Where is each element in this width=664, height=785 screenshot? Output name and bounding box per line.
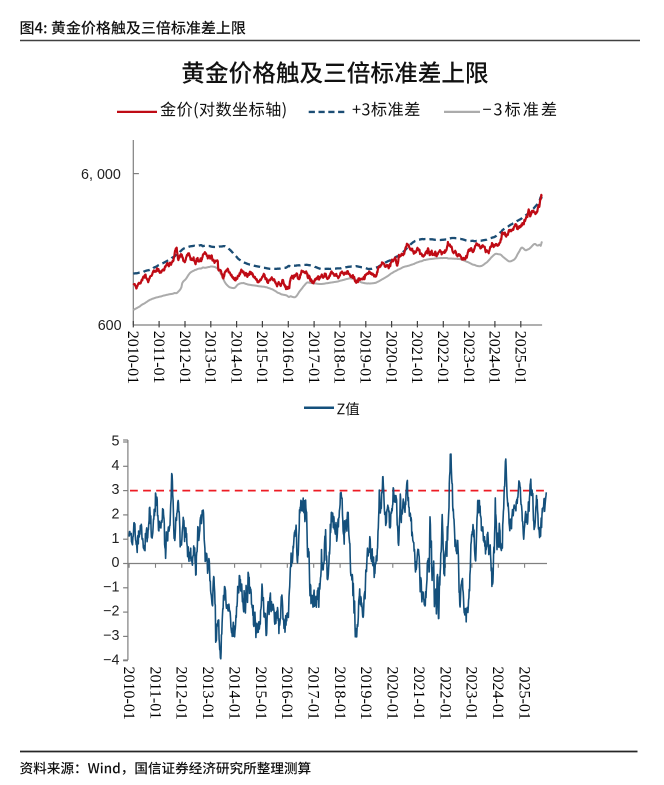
- svg-text:2020-01: 2020-01: [382, 331, 399, 384]
- svg-text:2018-01: 2018-01: [331, 667, 348, 720]
- svg-text:6, 000: 6, 000: [81, 167, 121, 183]
- svg-text:2014-01: 2014-01: [227, 331, 244, 384]
- svg-text:2014-01: 2014-01: [225, 667, 242, 720]
- svg-text:2011-01: 2011-01: [150, 331, 167, 384]
- svg-text:−4: −4: [103, 652, 119, 668]
- svg-text:2021-01: 2021-01: [408, 331, 425, 384]
- svg-text:2: 2: [112, 507, 120, 523]
- svg-text:2024-01: 2024-01: [489, 667, 506, 720]
- svg-text:0: 0: [112, 555, 120, 571]
- svg-text:2011-01: 2011-01: [146, 667, 163, 720]
- svg-text:2010-01: 2010-01: [120, 667, 137, 720]
- svg-text:3: 3: [112, 482, 120, 498]
- svg-text:2021-01: 2021-01: [410, 667, 427, 720]
- svg-text:2017-01: 2017-01: [305, 331, 322, 384]
- svg-text:4: 4: [112, 458, 120, 474]
- svg-text:−3: −3: [103, 628, 119, 644]
- svg-text:2012-01: 2012-01: [173, 667, 190, 720]
- svg-text:2013-01: 2013-01: [199, 667, 216, 720]
- svg-text:2015-01: 2015-01: [252, 667, 269, 720]
- svg-text:2012-01: 2012-01: [176, 331, 193, 384]
- svg-text:2022-01: 2022-01: [436, 667, 453, 720]
- svg-text:2013-01: 2013-01: [202, 331, 219, 384]
- svg-text:1: 1: [112, 531, 120, 547]
- svg-text:2022-01: 2022-01: [434, 331, 451, 384]
- svg-text:−2: −2: [103, 604, 119, 620]
- svg-text:2017-01: 2017-01: [305, 667, 322, 720]
- svg-text:2019-01: 2019-01: [357, 667, 374, 720]
- svg-text:2016-01: 2016-01: [279, 331, 296, 384]
- svg-text:2010-01: 2010-01: [124, 331, 141, 384]
- svg-text:2025-01: 2025-01: [512, 331, 529, 384]
- svg-text:2023-01: 2023-01: [460, 331, 477, 384]
- svg-text:2019-01: 2019-01: [357, 331, 374, 384]
- svg-text:−1: −1: [103, 579, 119, 595]
- svg-text:600: 600: [98, 318, 122, 334]
- svg-text:2016-01: 2016-01: [278, 667, 295, 720]
- svg-text:2020-01: 2020-01: [384, 667, 401, 720]
- svg-text:2018-01: 2018-01: [331, 331, 348, 384]
- svg-text:2025-01: 2025-01: [515, 667, 532, 720]
- svg-text:5: 5: [112, 434, 120, 450]
- svg-text:2024-01: 2024-01: [486, 331, 503, 384]
- svg-text:2015-01: 2015-01: [253, 331, 270, 384]
- svg-text:2023-01: 2023-01: [463, 667, 480, 720]
